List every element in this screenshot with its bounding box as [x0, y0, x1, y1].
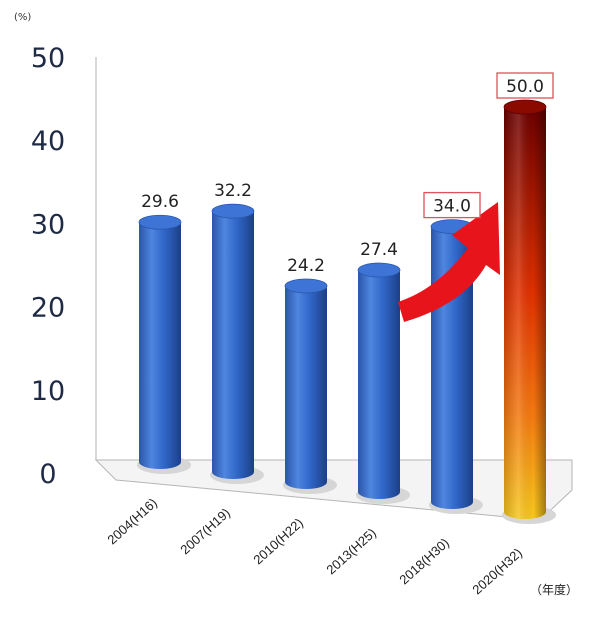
value-label: 50.0 — [506, 77, 544, 97]
bar-top — [138, 214, 182, 230]
bar — [283, 278, 337, 494]
y-tick-label: 50 — [31, 43, 65, 74]
value-label: 34.0 — [433, 197, 471, 217]
value-label-box — [423, 191, 481, 219]
bar-body — [212, 211, 254, 479]
growth-arrow — [398, 202, 500, 322]
bar-top — [503, 99, 547, 115]
x-unit-label: （年度） — [530, 582, 578, 597]
value-label: 24.2 — [287, 256, 325, 276]
bar-body — [139, 222, 181, 469]
category-label: 2018(H30) — [396, 535, 452, 587]
bar-top — [284, 278, 328, 294]
bar — [356, 262, 410, 504]
category-label: 2013(H25) — [323, 525, 379, 577]
bar-shading — [504, 107, 546, 519]
category-label: 2010(H22) — [250, 515, 306, 567]
bars — [137, 99, 556, 524]
y-tick-label: 10 — [31, 376, 65, 407]
category-label: 2004(H16) — [104, 495, 160, 547]
bar-top — [211, 203, 255, 219]
y-tick-label: 0 — [39, 459, 56, 490]
category-label: 2007(H19) — [177, 505, 233, 557]
value-label: 32.2 — [214, 181, 252, 201]
value-label-box — [496, 72, 554, 99]
bar — [502, 99, 556, 524]
value-labels: 29.6 32.2 24.2 27.4 34.0 50.0 — [141, 72, 554, 276]
y-axis-ticks: 0 10 20 30 40 50 — [31, 43, 65, 490]
y-unit-label: (%) — [14, 12, 31, 23]
y-tick-label: 30 — [31, 209, 65, 240]
bar — [137, 214, 191, 474]
bar-body — [285, 285, 327, 489]
bar — [210, 203, 264, 484]
category-label: 2020(H32) — [469, 545, 525, 597]
value-label: 27.4 — [360, 240, 398, 260]
bar-top — [357, 262, 401, 278]
value-label: 29.6 — [141, 192, 179, 212]
bar-body — [358, 270, 400, 499]
y-tick-label: 40 — [31, 126, 65, 157]
y-tick-label: 20 — [31, 293, 65, 324]
